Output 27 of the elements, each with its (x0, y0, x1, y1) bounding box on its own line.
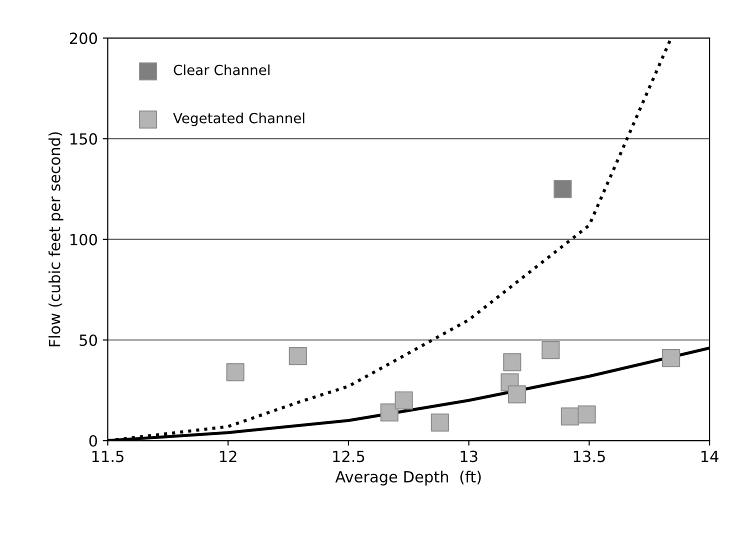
x-tick-label: 13 (460, 450, 478, 462)
point (554, 180, 572, 198)
x-tick-label: 12.5 (333, 450, 364, 462)
x-tick-label: 14 (702, 450, 718, 462)
point (226, 363, 244, 382)
x-tick-label: 12 (220, 450, 236, 462)
point (578, 405, 596, 424)
x-axis-title: Average Depth (ft) (335, 470, 481, 486)
point (508, 385, 526, 404)
point (560, 407, 579, 426)
point (503, 353, 522, 372)
legend-label: Clear Channel (174, 64, 270, 76)
point (662, 349, 680, 368)
point (394, 391, 413, 410)
x-tick-label: 13.5 (574, 450, 605, 462)
y-tick-label: 0 (89, 435, 97, 447)
point (288, 347, 307, 366)
point (542, 341, 560, 360)
x-tick-label: 11.5 (92, 450, 124, 462)
point (430, 413, 450, 432)
y-tick-label: 200 (70, 32, 97, 44)
legend-label: Vegetated Channel (173, 112, 304, 126)
y-axis-title: Flow (cubic feet per second) (48, 132, 64, 346)
point (380, 403, 398, 422)
y-tick-label: 50 (80, 334, 97, 346)
y-tick-label: 100 (70, 234, 97, 246)
y-tick-label: 150 (70, 133, 97, 145)
